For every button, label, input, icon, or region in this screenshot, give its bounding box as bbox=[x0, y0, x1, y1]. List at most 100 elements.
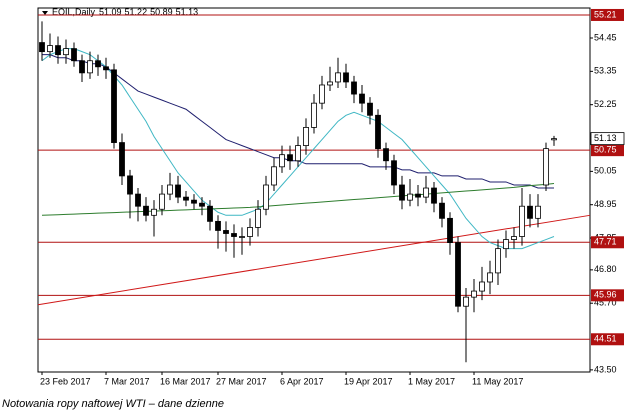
y-tick-label: 50.05 bbox=[594, 166, 617, 176]
candle-body bbox=[455, 242, 461, 307]
candle-body bbox=[415, 193, 421, 198]
candle-body bbox=[271, 166, 277, 186]
moving-average bbox=[41, 182, 555, 216]
y-tick-label: 43.50 bbox=[594, 364, 617, 374]
candle-body bbox=[479, 281, 485, 292]
plot-frame bbox=[37, 7, 591, 373]
level-label: 44.51 bbox=[594, 334, 617, 344]
price-label: 51.13 bbox=[594, 133, 617, 143]
candle-body bbox=[327, 81, 333, 86]
level-label: 55.21 bbox=[594, 9, 617, 19]
y-tick-label: 54.45 bbox=[594, 32, 617, 42]
candle-body bbox=[423, 187, 429, 198]
header: EOIL,Daily 51.09 51.22 50.89 51.13 bbox=[52, 7, 198, 17]
x-tick-label: 19 Apr 2017 bbox=[344, 376, 393, 386]
price-box bbox=[590, 132, 625, 146]
level-label-box bbox=[591, 289, 624, 302]
candle-body bbox=[399, 184, 405, 201]
candle-body bbox=[199, 202, 205, 207]
candle-body bbox=[111, 69, 117, 143]
candle-body bbox=[215, 220, 221, 231]
candle-body bbox=[511, 236, 517, 240]
candle-body bbox=[279, 154, 285, 168]
candle-body bbox=[495, 248, 501, 274]
candle-body bbox=[351, 81, 357, 95]
candle-body bbox=[183, 196, 189, 201]
candle-body bbox=[103, 66, 109, 71]
candle-body bbox=[239, 236, 245, 238]
candle-body bbox=[135, 193, 141, 207]
candle-body bbox=[343, 72, 349, 83]
caption: Notowania ropy naftowej WTI – dane dzien… bbox=[2, 398, 224, 410]
level-label: 45.96 bbox=[594, 290, 617, 300]
x-tick-label: 27 Mar 2017 bbox=[216, 376, 267, 386]
candle-body bbox=[335, 72, 341, 83]
candle-body bbox=[87, 60, 93, 74]
level-label: 47.71 bbox=[594, 237, 617, 247]
candle-body bbox=[319, 84, 325, 104]
candle-body bbox=[487, 272, 493, 283]
level-label-box bbox=[591, 236, 624, 249]
open-value: 51.09 bbox=[99, 7, 122, 17]
candle-body bbox=[551, 138, 557, 141]
candle-body bbox=[207, 205, 213, 222]
candle-body bbox=[47, 45, 53, 53]
candle-body bbox=[447, 217, 453, 243]
candle-body bbox=[431, 187, 437, 204]
candle-body bbox=[543, 148, 549, 186]
candle-body bbox=[359, 93, 365, 104]
y-tick-label: 45.70 bbox=[594, 298, 617, 308]
candle-body bbox=[79, 60, 85, 74]
y-tick-label: 52.25 bbox=[594, 99, 617, 109]
y-tick-label: 46.80 bbox=[594, 264, 617, 274]
candle-body bbox=[375, 114, 381, 150]
symbol: EOIL,Daily bbox=[52, 7, 96, 17]
candle-body bbox=[519, 205, 525, 237]
candle-body bbox=[383, 148, 389, 162]
candle-body bbox=[471, 290, 477, 298]
candle-body bbox=[151, 208, 157, 216]
candle-body bbox=[295, 145, 301, 162]
candle-body bbox=[71, 48, 77, 62]
candle-body bbox=[367, 102, 373, 116]
x-tick-label: 6 Apr 2017 bbox=[280, 376, 324, 386]
candle-body bbox=[255, 208, 261, 228]
low-value: 50.89 bbox=[150, 7, 173, 17]
candle-body bbox=[503, 239, 509, 250]
candle-body bbox=[175, 184, 181, 198]
candle-body bbox=[407, 193, 413, 201]
candle-body bbox=[391, 160, 397, 186]
candle-body bbox=[95, 60, 101, 68]
candle-body bbox=[127, 175, 133, 195]
y-tick-label: 48.95 bbox=[594, 199, 617, 209]
x-tick-label: 11 May 2017 bbox=[472, 376, 523, 386]
level-label-box bbox=[591, 8, 624, 21]
candle-body bbox=[39, 42, 45, 53]
candle-body bbox=[231, 233, 237, 237]
candle-body bbox=[287, 154, 293, 162]
level-label-box bbox=[591, 144, 624, 157]
dropdown-icon[interactable] bbox=[42, 11, 48, 15]
level-label: 50.75 bbox=[594, 145, 617, 155]
candle-body bbox=[311, 102, 317, 128]
candle-body bbox=[191, 199, 197, 204]
candle-body bbox=[463, 296, 469, 307]
candle-body bbox=[119, 142, 125, 177]
candle-body bbox=[303, 127, 309, 146]
x-tick-label: 7 Mar 2017 bbox=[104, 376, 150, 386]
y-tick-label: 53.35 bbox=[594, 66, 617, 76]
x-tick-label: 16 Mar 2017 bbox=[160, 376, 211, 386]
candle-body bbox=[247, 227, 253, 237]
candle-body bbox=[263, 184, 269, 210]
trend-line bbox=[37, 214, 591, 306]
candle-body bbox=[527, 205, 533, 219]
level-label-box bbox=[591, 333, 624, 346]
x-tick-label: 1 May 2017 bbox=[408, 376, 455, 386]
candle-body bbox=[63, 48, 69, 56]
candle-body bbox=[159, 193, 165, 210]
candle-body bbox=[143, 205, 149, 216]
candle-body bbox=[535, 205, 541, 219]
x-tick-label: 23 Feb 2017 bbox=[40, 376, 91, 386]
candle-body bbox=[55, 45, 61, 56]
